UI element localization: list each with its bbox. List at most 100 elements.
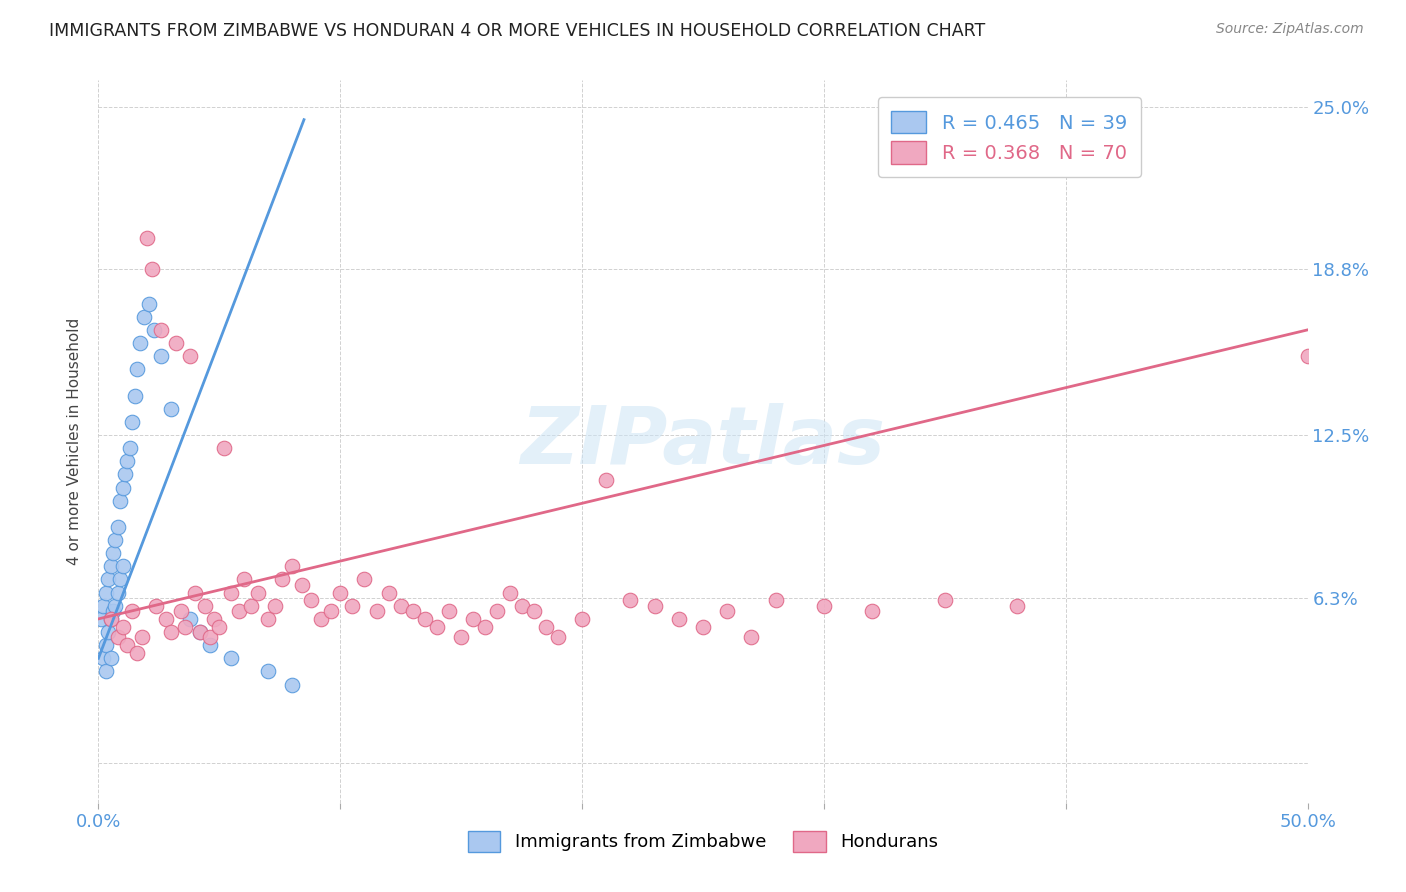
Point	[534, 620, 557, 634]
Text: ZIPatlas: ZIPatlas	[520, 402, 886, 481]
Point	[104, 533, 127, 547]
Point	[94, 665, 117, 679]
Point	[117, 454, 139, 468]
Point	[342, 599, 364, 613]
Point	[212, 441, 235, 455]
Point	[134, 310, 156, 324]
Point	[179, 349, 201, 363]
Point	[264, 599, 287, 613]
Point	[437, 604, 460, 618]
Point	[426, 620, 449, 634]
Point	[141, 262, 163, 277]
Point	[228, 604, 250, 618]
Point	[198, 638, 221, 652]
Point	[247, 585, 270, 599]
Point	[150, 323, 173, 337]
Point	[765, 593, 787, 607]
Point	[232, 573, 254, 587]
Point	[100, 612, 122, 626]
Point	[389, 599, 412, 613]
Point	[281, 677, 304, 691]
Point	[179, 612, 201, 626]
Point	[860, 604, 883, 618]
Point	[463, 612, 485, 626]
Point	[239, 599, 262, 613]
Point	[117, 638, 139, 652]
Point	[1296, 349, 1319, 363]
Point	[188, 625, 211, 640]
Point	[174, 620, 197, 634]
Point	[692, 620, 714, 634]
Point	[160, 625, 183, 640]
Point	[155, 612, 177, 626]
Point	[523, 604, 546, 618]
Point	[160, 401, 183, 416]
Text: IMMIGRANTS FROM ZIMBABWE VS HONDURAN 4 OR MORE VEHICLES IN HOUSEHOLD CORRELATION: IMMIGRANTS FROM ZIMBABWE VS HONDURAN 4 O…	[49, 22, 986, 40]
Point	[716, 604, 738, 618]
Point	[184, 585, 207, 599]
Point	[221, 651, 243, 665]
Point	[353, 573, 375, 587]
Point	[111, 481, 134, 495]
Point	[100, 651, 122, 665]
Point	[121, 415, 143, 429]
Point	[188, 625, 211, 640]
Point	[208, 620, 231, 634]
Point	[319, 604, 342, 618]
Point	[256, 612, 278, 626]
Point	[150, 349, 173, 363]
Point	[121, 604, 143, 618]
Point	[644, 599, 666, 613]
Point	[194, 599, 217, 613]
Point	[413, 612, 436, 626]
Point	[299, 593, 322, 607]
Point	[145, 599, 167, 613]
Point	[108, 573, 131, 587]
Point	[138, 296, 160, 310]
Point	[100, 559, 122, 574]
Point	[198, 630, 221, 644]
Point	[94, 638, 117, 652]
Point	[101, 604, 124, 618]
Point	[143, 323, 166, 337]
Point	[97, 625, 120, 640]
Point	[571, 612, 593, 626]
Point	[221, 585, 243, 599]
Point	[108, 493, 131, 508]
Point	[281, 559, 304, 574]
Point	[204, 612, 226, 626]
Point	[90, 612, 112, 626]
Point	[309, 612, 332, 626]
Point	[595, 473, 617, 487]
Point	[510, 599, 533, 613]
Point	[118, 441, 141, 455]
Point	[450, 630, 472, 644]
Point	[813, 599, 835, 613]
Point	[114, 467, 136, 482]
Point	[934, 593, 956, 607]
Point	[402, 604, 425, 618]
Point	[547, 630, 569, 644]
Point	[127, 646, 149, 660]
Point	[169, 604, 191, 618]
Point	[107, 520, 129, 534]
Point	[131, 630, 153, 644]
Point	[329, 585, 352, 599]
Point	[135, 231, 157, 245]
Legend: Immigrants from Zimbabwe, Hondurans: Immigrants from Zimbabwe, Hondurans	[461, 823, 945, 859]
Point	[271, 573, 294, 587]
Point	[256, 665, 278, 679]
Point	[91, 599, 114, 613]
Point	[107, 585, 129, 599]
Point	[97, 573, 120, 587]
Point	[111, 620, 134, 634]
Point	[1007, 599, 1029, 613]
Point	[377, 585, 399, 599]
Point	[124, 388, 146, 402]
Point	[111, 559, 134, 574]
Point	[474, 620, 496, 634]
Point	[619, 593, 641, 607]
Text: Source: ZipAtlas.com: Source: ZipAtlas.com	[1216, 22, 1364, 37]
Point	[104, 599, 127, 613]
Point	[165, 336, 187, 351]
